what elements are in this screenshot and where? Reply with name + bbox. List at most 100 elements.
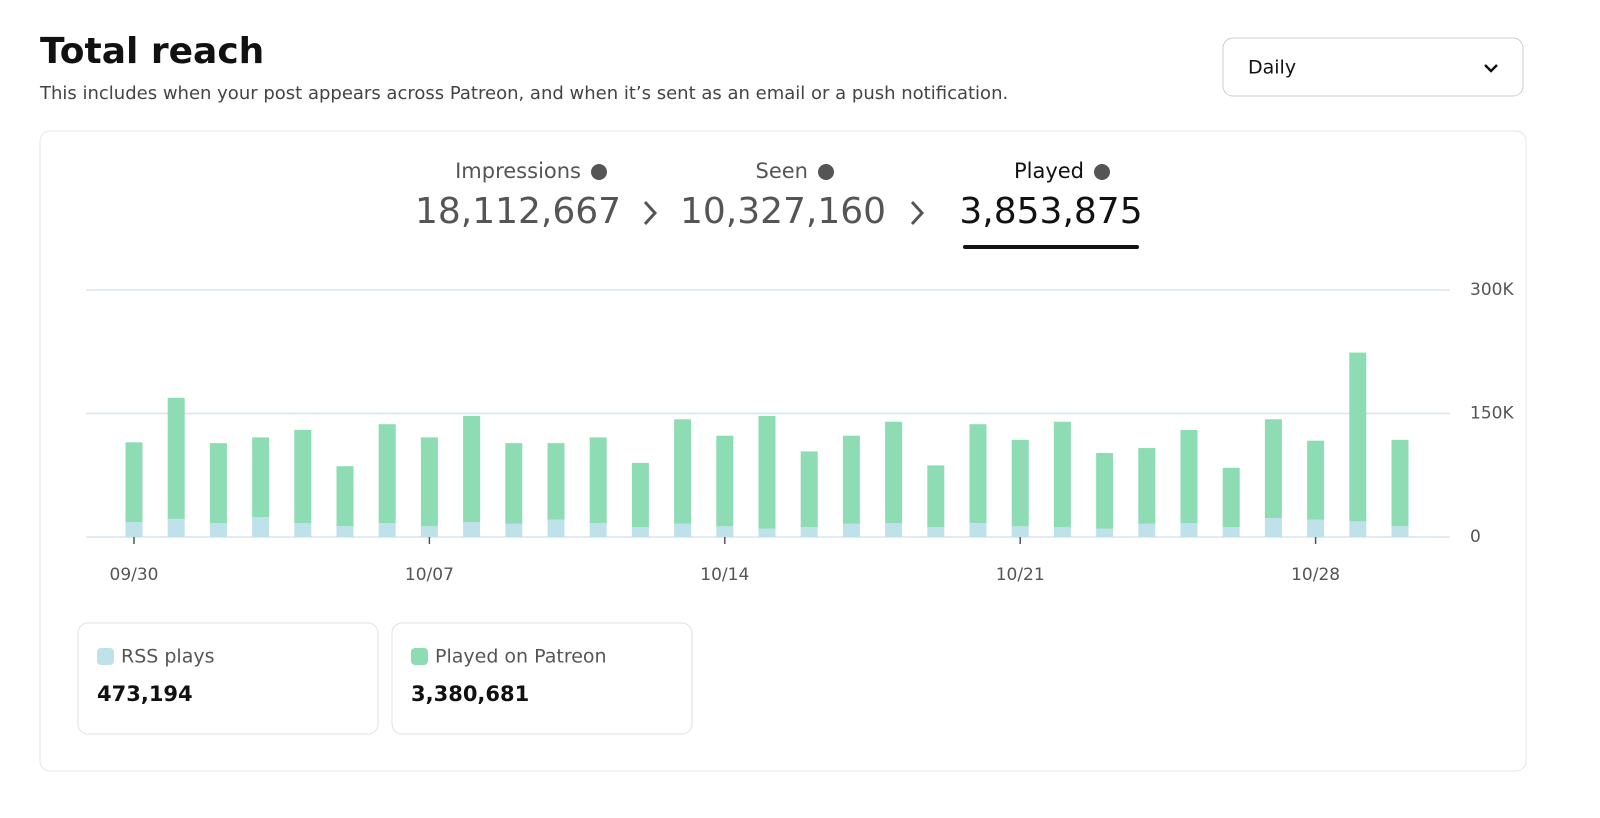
x-tick-label: 10/21	[996, 565, 1045, 585]
bar-segment	[1138, 448, 1156, 524]
metric[interactable]: Played 3,853,875	[959, 159, 1143, 249]
y-tick-label: 150K	[1470, 404, 1514, 424]
bar-segment	[294, 429, 312, 524]
bar-segment	[463, 415, 481, 523]
chevron	[643, 200, 658, 226]
bar-segment	[927, 527, 945, 537]
metric[interactable]: Impressions 18,112,667	[415, 159, 621, 232]
bar-segment	[1222, 527, 1240, 537]
legend-card	[77, 622, 379, 735]
bar-segment	[378, 424, 396, 524]
bar-segment	[1096, 528, 1114, 537]
bar-segment	[1307, 519, 1325, 537]
metric-value: 10,327,160	[680, 191, 886, 232]
bar-segment	[885, 523, 903, 537]
bar-segment	[1349, 521, 1367, 537]
bar-segment	[1011, 439, 1029, 527]
bar-segment	[758, 415, 776, 529]
metric[interactable]: Seen 10,327,160	[680, 159, 886, 232]
bar-segment	[336, 466, 354, 527]
bar-segment	[1349, 352, 1367, 522]
bar-segment	[716, 526, 734, 537]
bar-segment	[1053, 527, 1071, 537]
bar-segment	[167, 518, 185, 537]
bar-segment	[1096, 453, 1114, 529]
info-icon[interactable]	[1094, 164, 1110, 180]
bar-segment	[252, 437, 270, 518]
bar-segment	[1222, 467, 1240, 528]
bar-segment	[378, 523, 396, 537]
bar-segment	[505, 443, 523, 524]
bar-segment	[589, 437, 607, 524]
y-tick-label: 300K	[1470, 280, 1514, 300]
metric-value: 3,853,875	[959, 191, 1142, 232]
bar-segment	[589, 523, 607, 537]
bar-segment	[716, 435, 734, 527]
subtitle: This includes when your post appears acr…	[39, 83, 1008, 104]
legend-cards: RSS plays 473,194 Played on Patreon 3,38…	[77, 622, 693, 735]
title: Total reach	[40, 31, 264, 72]
bar-segment	[1053, 421, 1071, 528]
bar-segment	[547, 443, 565, 520]
x-tick-label: 09/30	[110, 565, 159, 585]
bar-segment	[1391, 439, 1409, 527]
bar-segment	[1307, 440, 1325, 520]
bar-segment	[800, 451, 818, 528]
x-tick-label: 10/28	[1291, 565, 1340, 585]
legend-swatch	[411, 648, 428, 665]
bar-segment	[758, 528, 776, 537]
bar-segment	[842, 435, 860, 524]
bar-segment	[209, 523, 227, 537]
bar-segment	[1264, 419, 1282, 519]
chevron	[910, 200, 925, 226]
bar-segment	[969, 424, 987, 524]
metric-label: Seen	[756, 159, 808, 183]
legend-swatch	[97, 648, 114, 665]
legend-total: 3,380,681	[411, 682, 529, 706]
bar-segment	[1264, 518, 1282, 537]
dropdown-chevron	[1484, 64, 1498, 73]
bar-segment	[420, 526, 438, 537]
legend-card	[391, 622, 693, 735]
active-underline	[963, 245, 1139, 249]
metric-value: 18,112,667	[415, 191, 621, 232]
bar-segment	[885, 421, 903, 524]
bar-segment	[927, 465, 945, 528]
bar-segment	[252, 517, 270, 537]
info-icon[interactable]	[591, 164, 607, 180]
bar-segment	[800, 527, 818, 537]
bar-segment	[969, 523, 987, 537]
bar-segment	[167, 397, 185, 519]
bar-segment	[294, 523, 312, 537]
metric-label: Played	[1014, 159, 1084, 183]
legend-total: 473,194	[97, 682, 193, 706]
bar-segment	[1138, 523, 1156, 537]
bar-segment	[125, 522, 143, 537]
bar-segment	[1180, 523, 1198, 537]
bar-segment	[631, 527, 649, 537]
metric-label: Impressions	[455, 159, 581, 183]
bar-segment	[1391, 526, 1409, 537]
bar-segment	[674, 419, 692, 524]
x-tick-label: 10/07	[405, 565, 454, 585]
bar-segment	[674, 523, 692, 537]
bar-segment	[547, 519, 565, 537]
bar-segment	[1180, 429, 1198, 524]
bar-segment	[463, 522, 481, 537]
bar-segment	[1011, 526, 1029, 537]
bar-segment	[505, 523, 523, 537]
legend-label: Played on Patreon	[435, 646, 607, 668]
bar-segment	[209, 443, 227, 524]
dropdown[interactable]	[1222, 37, 1524, 97]
bar-segment	[420, 437, 438, 527]
x-tick-label: 10/14	[700, 565, 749, 585]
bar-segment	[125, 442, 143, 523]
info-icon[interactable]	[818, 164, 834, 180]
dropdown-value: Daily	[1248, 57, 1296, 79]
bar-segment	[631, 462, 649, 528]
legend-label: RSS plays	[121, 646, 215, 668]
bar-segment	[842, 523, 860, 537]
bar-segment	[336, 526, 354, 537]
